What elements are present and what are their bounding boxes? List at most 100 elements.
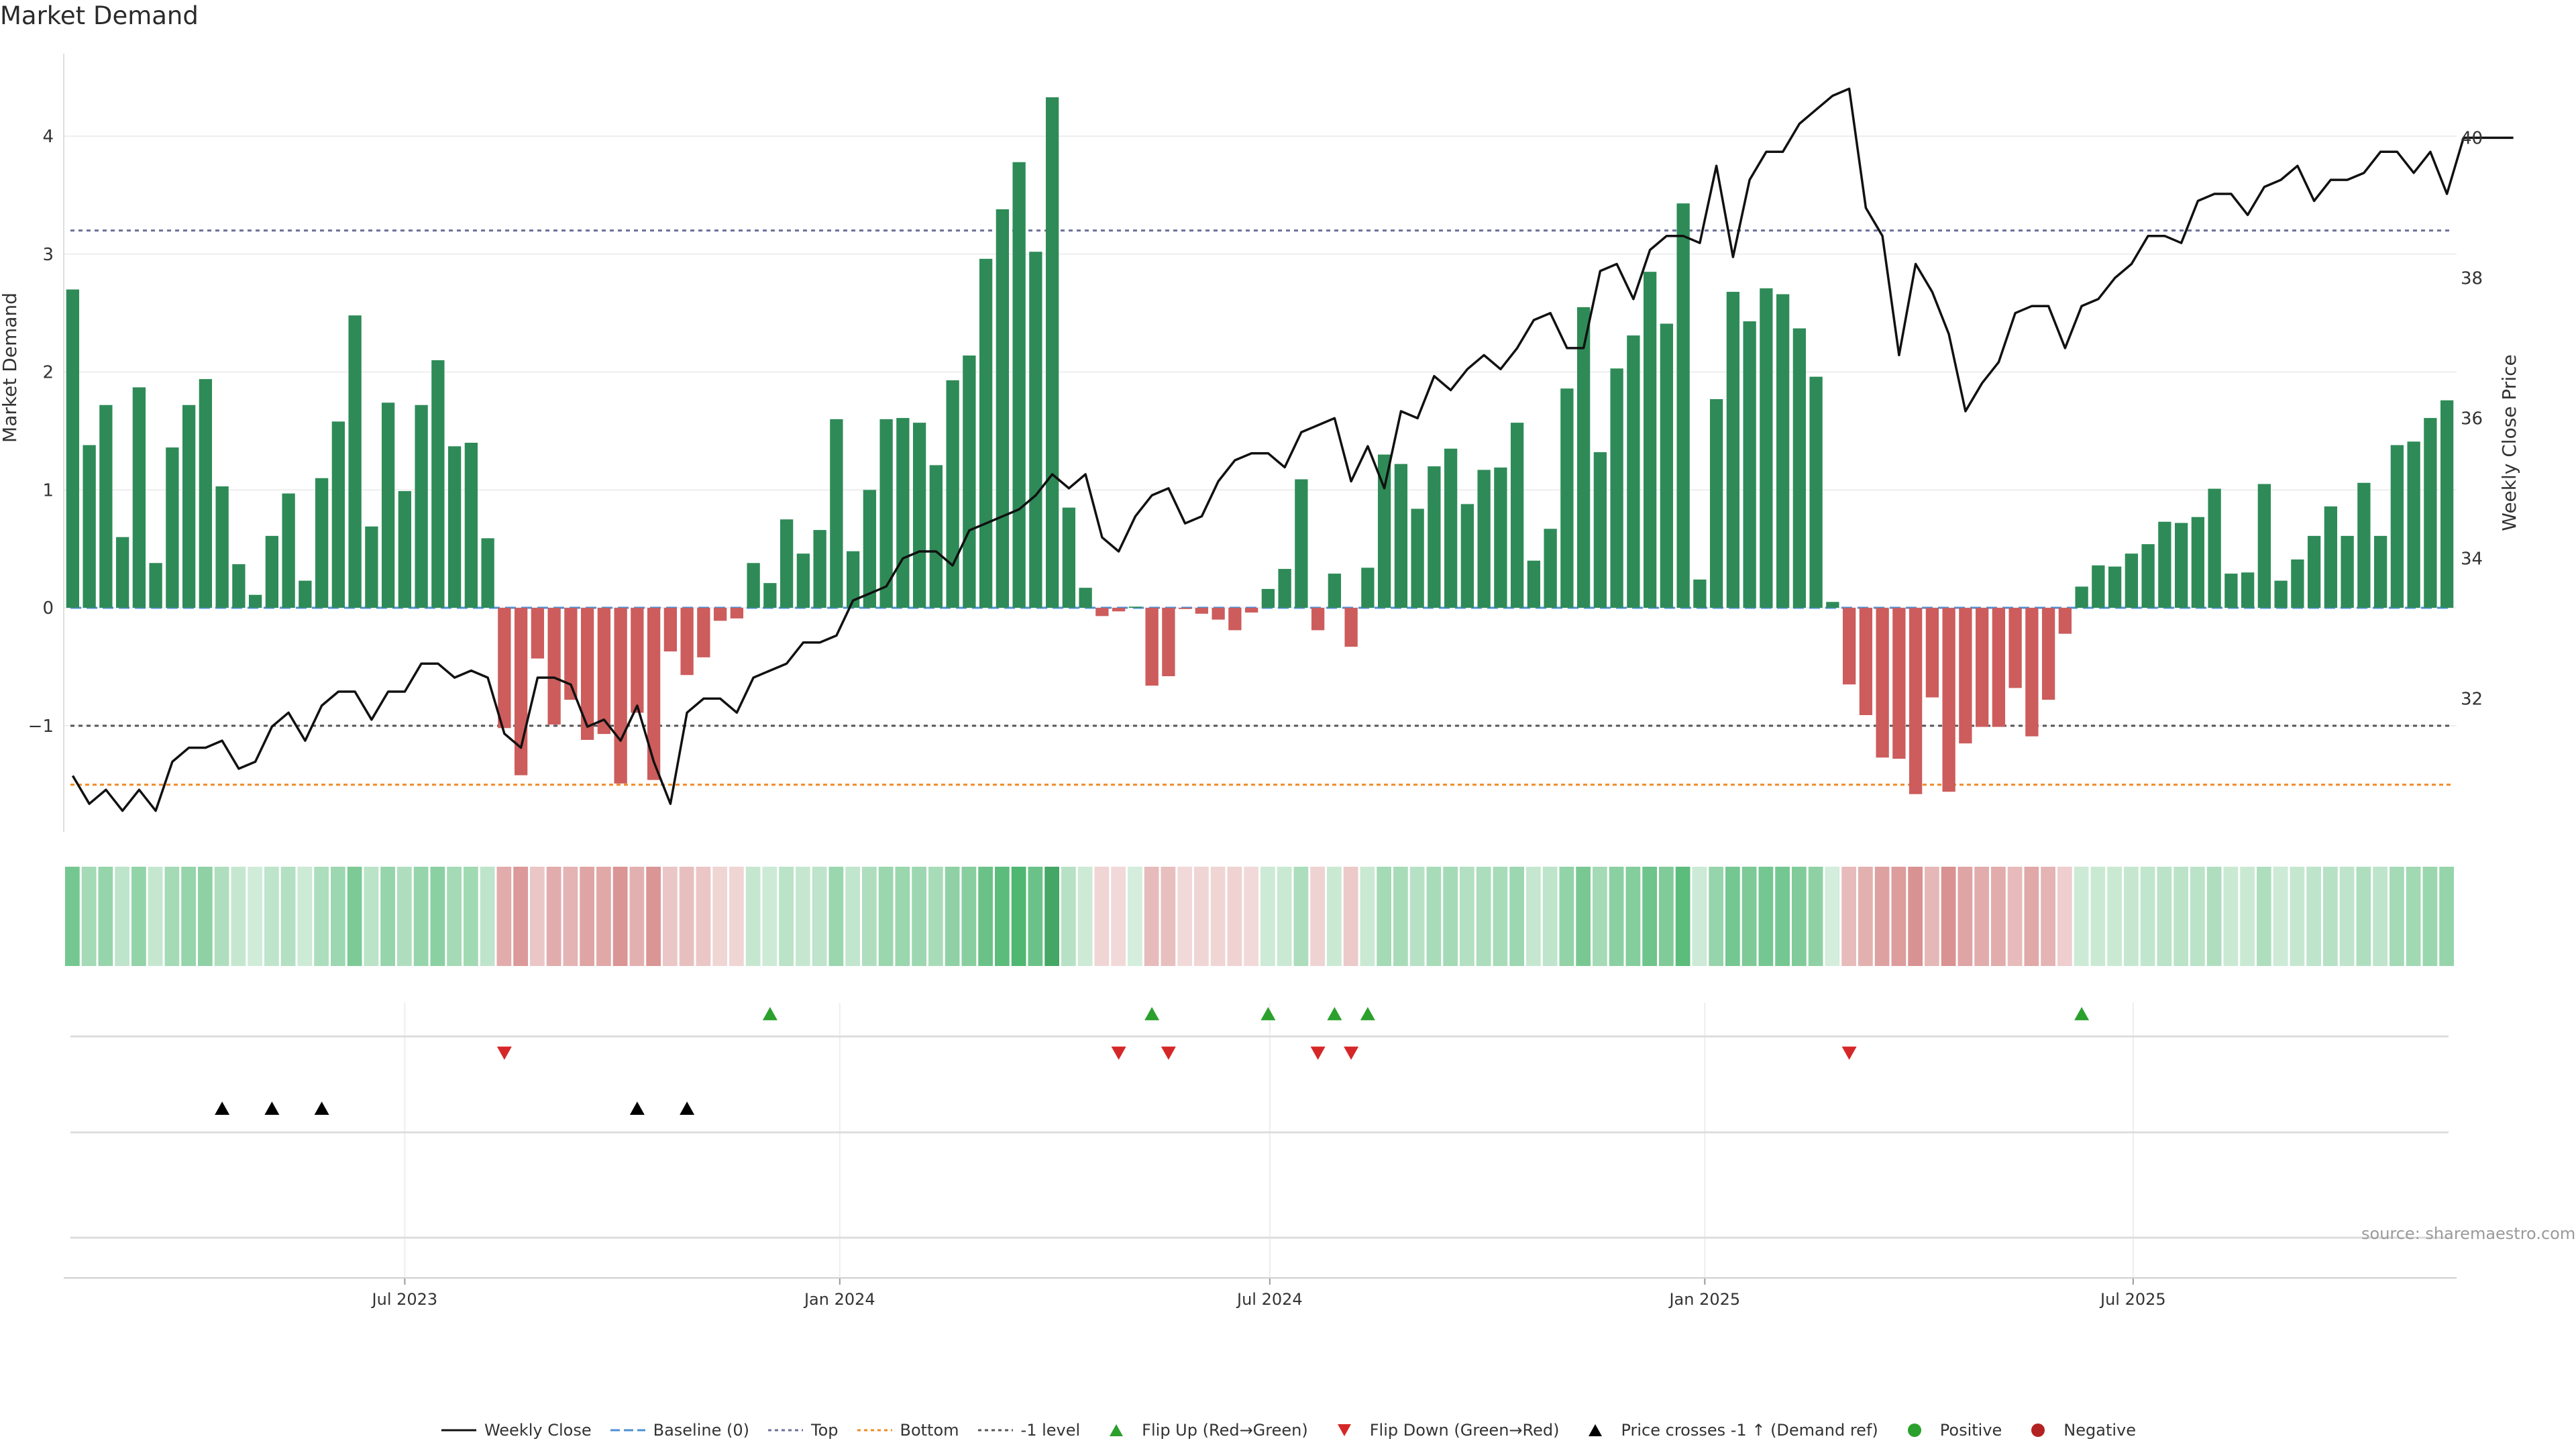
demand-bar [315, 478, 329, 608]
demand-bar [2058, 608, 2072, 634]
demand-bar [2092, 565, 2105, 608]
demand-bar [1760, 288, 1773, 608]
demand-bar [83, 445, 96, 608]
heat-cell [1559, 867, 1574, 966]
heat-cell [98, 867, 113, 966]
demand-bar [381, 402, 395, 608]
heat-cell [364, 867, 379, 966]
heat-cell [646, 867, 661, 966]
legend-label: Positive [1939, 1421, 2002, 1440]
price-line-group [71, 87, 2514, 812]
legend-label: Flip Down (Green→Red) [1369, 1421, 1560, 1440]
demand-bar [1527, 560, 1541, 608]
demand-bar [2274, 580, 2288, 608]
demand-bar [2390, 445, 2404, 608]
heat-cell [1327, 867, 1342, 966]
demand-bar [763, 583, 777, 608]
demand-bar [1012, 162, 1026, 608]
demand-bar [1494, 467, 1507, 608]
legend-item: Top [767, 1421, 839, 1440]
heat-cell [1476, 867, 1491, 966]
demand-bar [2125, 553, 2139, 608]
demand-bar [1693, 579, 1707, 608]
demand-bar [1942, 608, 1955, 792]
demand-bar [2241, 572, 2255, 608]
heat-cell [895, 867, 910, 966]
demand-bar [1079, 588, 1092, 608]
demand-bar [199, 379, 213, 608]
heat-cell [397, 867, 412, 966]
legend-label: Negative [2063, 1421, 2137, 1440]
demand-bar [1809, 376, 1823, 608]
demand-bar [697, 608, 710, 657]
demand-bar [1311, 608, 1325, 631]
demand-bar [879, 419, 893, 608]
demand-bar [265, 535, 279, 608]
heat-cell [995, 867, 1010, 966]
demand-bar [398, 491, 412, 608]
legend-item: Positive [1896, 1421, 2002, 1440]
legend-item: Weekly Close [440, 1421, 592, 1440]
demand-bar [1643, 272, 1657, 608]
heat-cell [978, 867, 993, 966]
heat-cell [945, 867, 960, 966]
heat-cell [331, 867, 345, 966]
heat-cell [347, 867, 362, 966]
heat-cell [828, 867, 844, 966]
heat-cell [663, 867, 678, 966]
heat-cell [131, 867, 146, 966]
demand-bar [996, 209, 1010, 608]
demand-bar [647, 608, 661, 780]
demand-bar [348, 315, 362, 608]
legend-item: Baseline (0) [609, 1421, 749, 1440]
heat-cell [2057, 867, 2072, 966]
heat-cell [612, 867, 628, 966]
demand-bar [1045, 97, 1059, 608]
demand-bar [2307, 535, 2321, 608]
heat-cell [745, 867, 761, 966]
heat-cell [1659, 867, 1674, 966]
flip-down-marker [1111, 1046, 1126, 1060]
demand-bar [564, 608, 578, 700]
heat-cell [1177, 867, 1192, 966]
demand-bar [2424, 418, 2437, 608]
demand-bar [2158, 521, 2171, 608]
demand-bar [580, 608, 594, 740]
demand-bar [1842, 608, 1856, 685]
heat-cell [1393, 867, 1408, 966]
heat-cell [530, 867, 545, 966]
heat-cell [1542, 867, 1558, 966]
legend-label: Bottom [900, 1421, 959, 1440]
heat-cell [1077, 867, 1093, 966]
heat-cell [1111, 867, 1126, 966]
heat-cell [1194, 867, 1209, 966]
grid-lines [64, 136, 2457, 1278]
demand-bar [1992, 608, 2006, 727]
demand-bar [1428, 466, 1441, 608]
demand-bar [1593, 452, 1607, 608]
heat-cell [2174, 867, 2188, 966]
heat-cell [1061, 867, 1076, 966]
heat-cell [2124, 867, 2139, 966]
heat-cell [679, 867, 694, 966]
heat-cell [2439, 867, 2454, 966]
demand-bar [929, 465, 943, 608]
legend-glyph [1907, 1424, 1921, 1437]
demand-bar [481, 538, 494, 608]
demand-bar [1477, 470, 1491, 608]
heat-cell [447, 867, 462, 966]
heat-cell [2206, 867, 2222, 966]
demand-bar [2341, 535, 2354, 608]
heat-cell [629, 867, 645, 966]
heat-cell [513, 867, 528, 966]
demand-bar [1162, 608, 1175, 676]
heat-cell [2356, 867, 2371, 966]
heat-cell [2273, 867, 2288, 966]
demand-bar [597, 608, 611, 735]
heat-cell [1593, 867, 1607, 966]
heat-cell [198, 867, 213, 966]
y2-tick-label: 32 [2461, 689, 2483, 709]
demand-bar [1244, 608, 1258, 613]
event-markers [215, 1007, 2090, 1115]
heat-cell [712, 867, 727, 966]
